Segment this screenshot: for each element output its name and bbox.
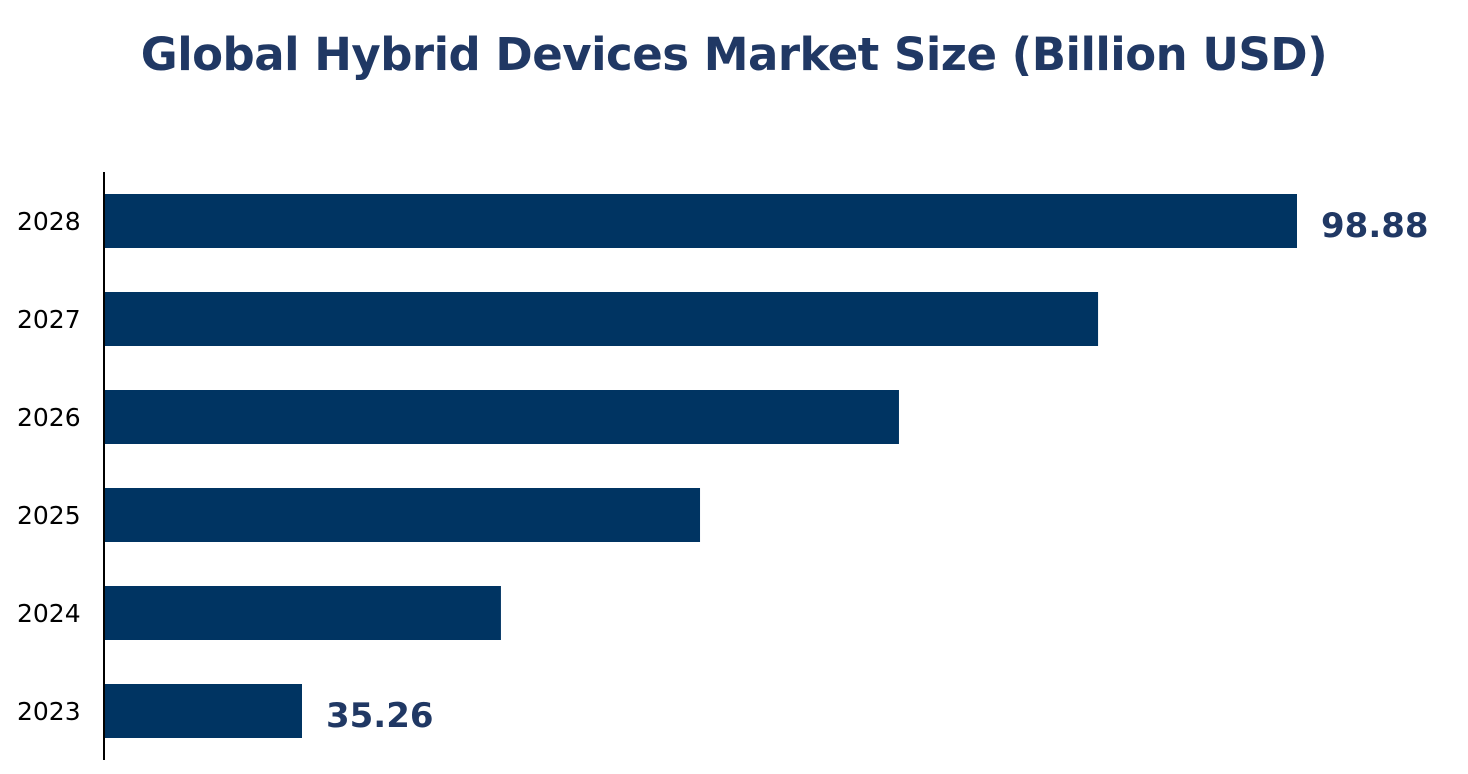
y-tick-label: 2026 — [17, 403, 81, 432]
y-tick-label: 2028 — [17, 207, 81, 236]
bar-2026 — [104, 390, 899, 444]
bar-2023 — [104, 684, 302, 738]
y-tick-label: 2023 — [17, 697, 81, 726]
bar-2025 — [104, 488, 701, 542]
data-label-2028: 98.88 — [1321, 206, 1429, 246]
chart-title: Global Hybrid Devices Market Size (Billi… — [140, 28, 1328, 81]
y-tick-label: 2027 — [17, 305, 81, 334]
bar-2024 — [104, 586, 501, 640]
y-tick-label: 2024 — [17, 599, 81, 628]
bar-2028 — [104, 194, 1297, 248]
bar-2027 — [104, 292, 1099, 346]
y-tick-label: 2025 — [17, 501, 81, 530]
data-label-2023: 35.26 — [326, 696, 434, 736]
